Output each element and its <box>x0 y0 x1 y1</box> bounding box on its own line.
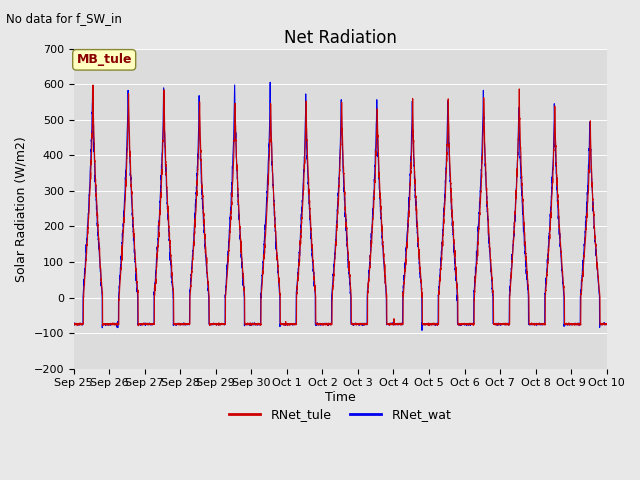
Text: MB_tule: MB_tule <box>76 53 132 66</box>
Text: No data for f_SW_in: No data for f_SW_in <box>6 12 122 25</box>
Y-axis label: Solar Radiation (W/m2): Solar Radiation (W/m2) <box>15 136 28 282</box>
Title: Net Radiation: Net Radiation <box>284 29 397 48</box>
X-axis label: Time: Time <box>325 391 356 404</box>
Legend: RNet_tule, RNet_wat: RNet_tule, RNet_wat <box>224 403 456 426</box>
